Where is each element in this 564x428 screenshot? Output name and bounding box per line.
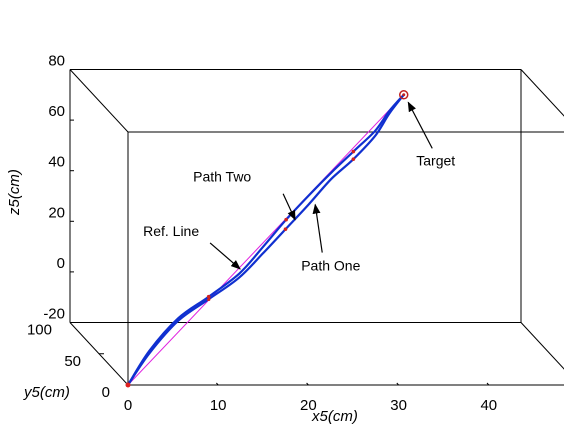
target-point-marker [398, 90, 409, 100]
annotations: Path Two Ref. Line Path One Target [143, 101, 455, 274]
path-two-marker [206, 294, 211, 299]
path-one-marker [351, 157, 356, 161]
y-tick-label: 50 [64, 353, 81, 370]
box-edge [520, 322, 564, 370]
path-two-annotation: Path Two [193, 169, 251, 185]
target-annotation: Target [416, 152, 455, 168]
y-axis-label: y5(cm) [23, 384, 70, 401]
path-one-marker [283, 227, 288, 231]
z-tick-label: 40 [48, 154, 65, 171]
x-tick-mark [306, 382, 309, 386]
path-one-annotation: Path One [301, 258, 360, 274]
z-tick-label: 80 [48, 53, 65, 70]
x-axis-label: x5(cm) [311, 408, 358, 425]
z-tick-label: 0 [57, 255, 65, 272]
target-point-center [402, 93, 406, 97]
z-tick-label: -20 [43, 306, 65, 323]
series-layer [125, 90, 409, 388]
x-tick-mark [216, 382, 219, 386]
z-tick-label: 20 [48, 204, 65, 221]
x-tick-label: 0 [124, 397, 132, 414]
target-arrow [407, 101, 433, 149]
x-tick-label: 10 [210, 397, 227, 414]
ref-line-line [127, 94, 405, 386]
path-two-marker [351, 149, 356, 154]
x-tick-label: 20 [300, 397, 317, 414]
x-tick-mark [396, 382, 399, 386]
x-tick-label: 30 [390, 397, 407, 414]
x-tick-label: 40 [480, 397, 497, 414]
y-tick-label: 100 [27, 322, 52, 339]
box-edge [520, 69, 564, 117]
path-two-arrow [282, 193, 296, 221]
z-tick-label: 60 [48, 103, 65, 120]
path-two-marker [284, 217, 288, 222]
ref-line-annotation: Ref. Line [143, 223, 199, 239]
axes-box [69, 69, 564, 386]
start-point-marker [125, 382, 131, 388]
ref-line-arrow [209, 242, 241, 270]
y-tick-label: 0 [102, 384, 110, 401]
path-one-arrow [312, 203, 323, 253]
z-axis-label: z5(cm) [6, 169, 23, 216]
x-tick-mark [486, 382, 490, 386]
box-edge [69, 69, 129, 133]
